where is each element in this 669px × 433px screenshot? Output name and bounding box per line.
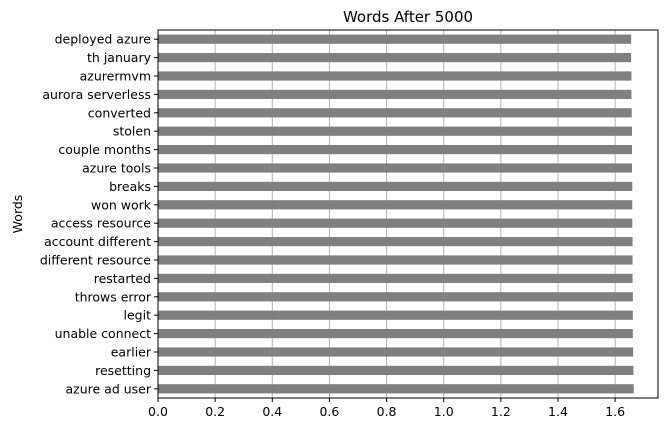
- bar: [158, 255, 633, 265]
- bar: [158, 53, 632, 63]
- axes-frame: [157, 29, 659, 399]
- y-tick-label: azurermvm: [80, 69, 151, 84]
- x-tick-label: 0.6: [319, 404, 339, 419]
- y-tick-label: resetting: [95, 363, 151, 378]
- bar: [158, 89, 632, 99]
- y-tick-label: aurora serverless: [42, 87, 151, 102]
- y-tick-label: couple months: [58, 142, 151, 157]
- y-tick-label: azure tools: [82, 161, 151, 176]
- bar: [158, 237, 633, 247]
- grid-lines: [214, 30, 616, 398]
- x-tick-label: 0.4: [262, 404, 282, 419]
- bar: [158, 108, 632, 118]
- y-tick-label: azure ad user: [65, 381, 151, 396]
- y-tick-labels: deployed azure th january azurermvm aurora …: [40, 32, 158, 396]
- y-tick-label: won work: [91, 197, 152, 212]
- x-tick-label: 0.0: [148, 404, 168, 419]
- bar: [158, 71, 632, 81]
- y-tick-label: stolen: [113, 124, 151, 139]
- y-tick-label: restarted: [94, 271, 151, 286]
- y-tick-label: throws error: [75, 289, 152, 304]
- y-tick-label: access resource: [51, 216, 151, 231]
- bar: [158, 200, 633, 210]
- bar: [158, 310, 633, 320]
- y-tick-label: legit: [124, 308, 152, 323]
- y-tick-label: th january: [87, 50, 152, 65]
- bar: [158, 126, 632, 136]
- y-axis-label: Words: [10, 195, 25, 234]
- y-tick-label: breaks: [109, 179, 151, 194]
- chart-title: Words After 5000: [343, 8, 473, 26]
- bar: [158, 273, 633, 283]
- x-tick-label: 0.8: [377, 404, 397, 419]
- x-tick-label: 1.0: [434, 404, 454, 419]
- y-tick-label: deployed azure: [55, 32, 152, 47]
- bar: [158, 292, 633, 302]
- y-tick-label: converted: [88, 105, 151, 120]
- y-tick-label: different resource: [40, 253, 151, 268]
- x-tick-label: 1.4: [548, 404, 568, 419]
- x-tick-labels: 0.0 0.2 0.4 0.6 0.8 1.0 1.2 1.4 1.6: [148, 398, 625, 419]
- bar: [158, 218, 633, 228]
- x-tick-label: 0.2: [205, 404, 225, 419]
- y-tick-label: unable connect: [55, 326, 152, 341]
- bar: [158, 384, 634, 394]
- bar: [158, 34, 632, 44]
- bar: [158, 163, 632, 173]
- x-tick-label: 1.2: [491, 404, 511, 419]
- bar: [158, 145, 632, 155]
- bar: [158, 329, 633, 339]
- bars: [158, 34, 634, 394]
- y-tick-label: account different: [44, 234, 151, 249]
- bar: [158, 181, 633, 191]
- bar: [158, 347, 634, 357]
- bar: [158, 365, 634, 375]
- x-tick-label: 1.6: [605, 404, 625, 419]
- y-tick-label: earlier: [111, 345, 152, 360]
